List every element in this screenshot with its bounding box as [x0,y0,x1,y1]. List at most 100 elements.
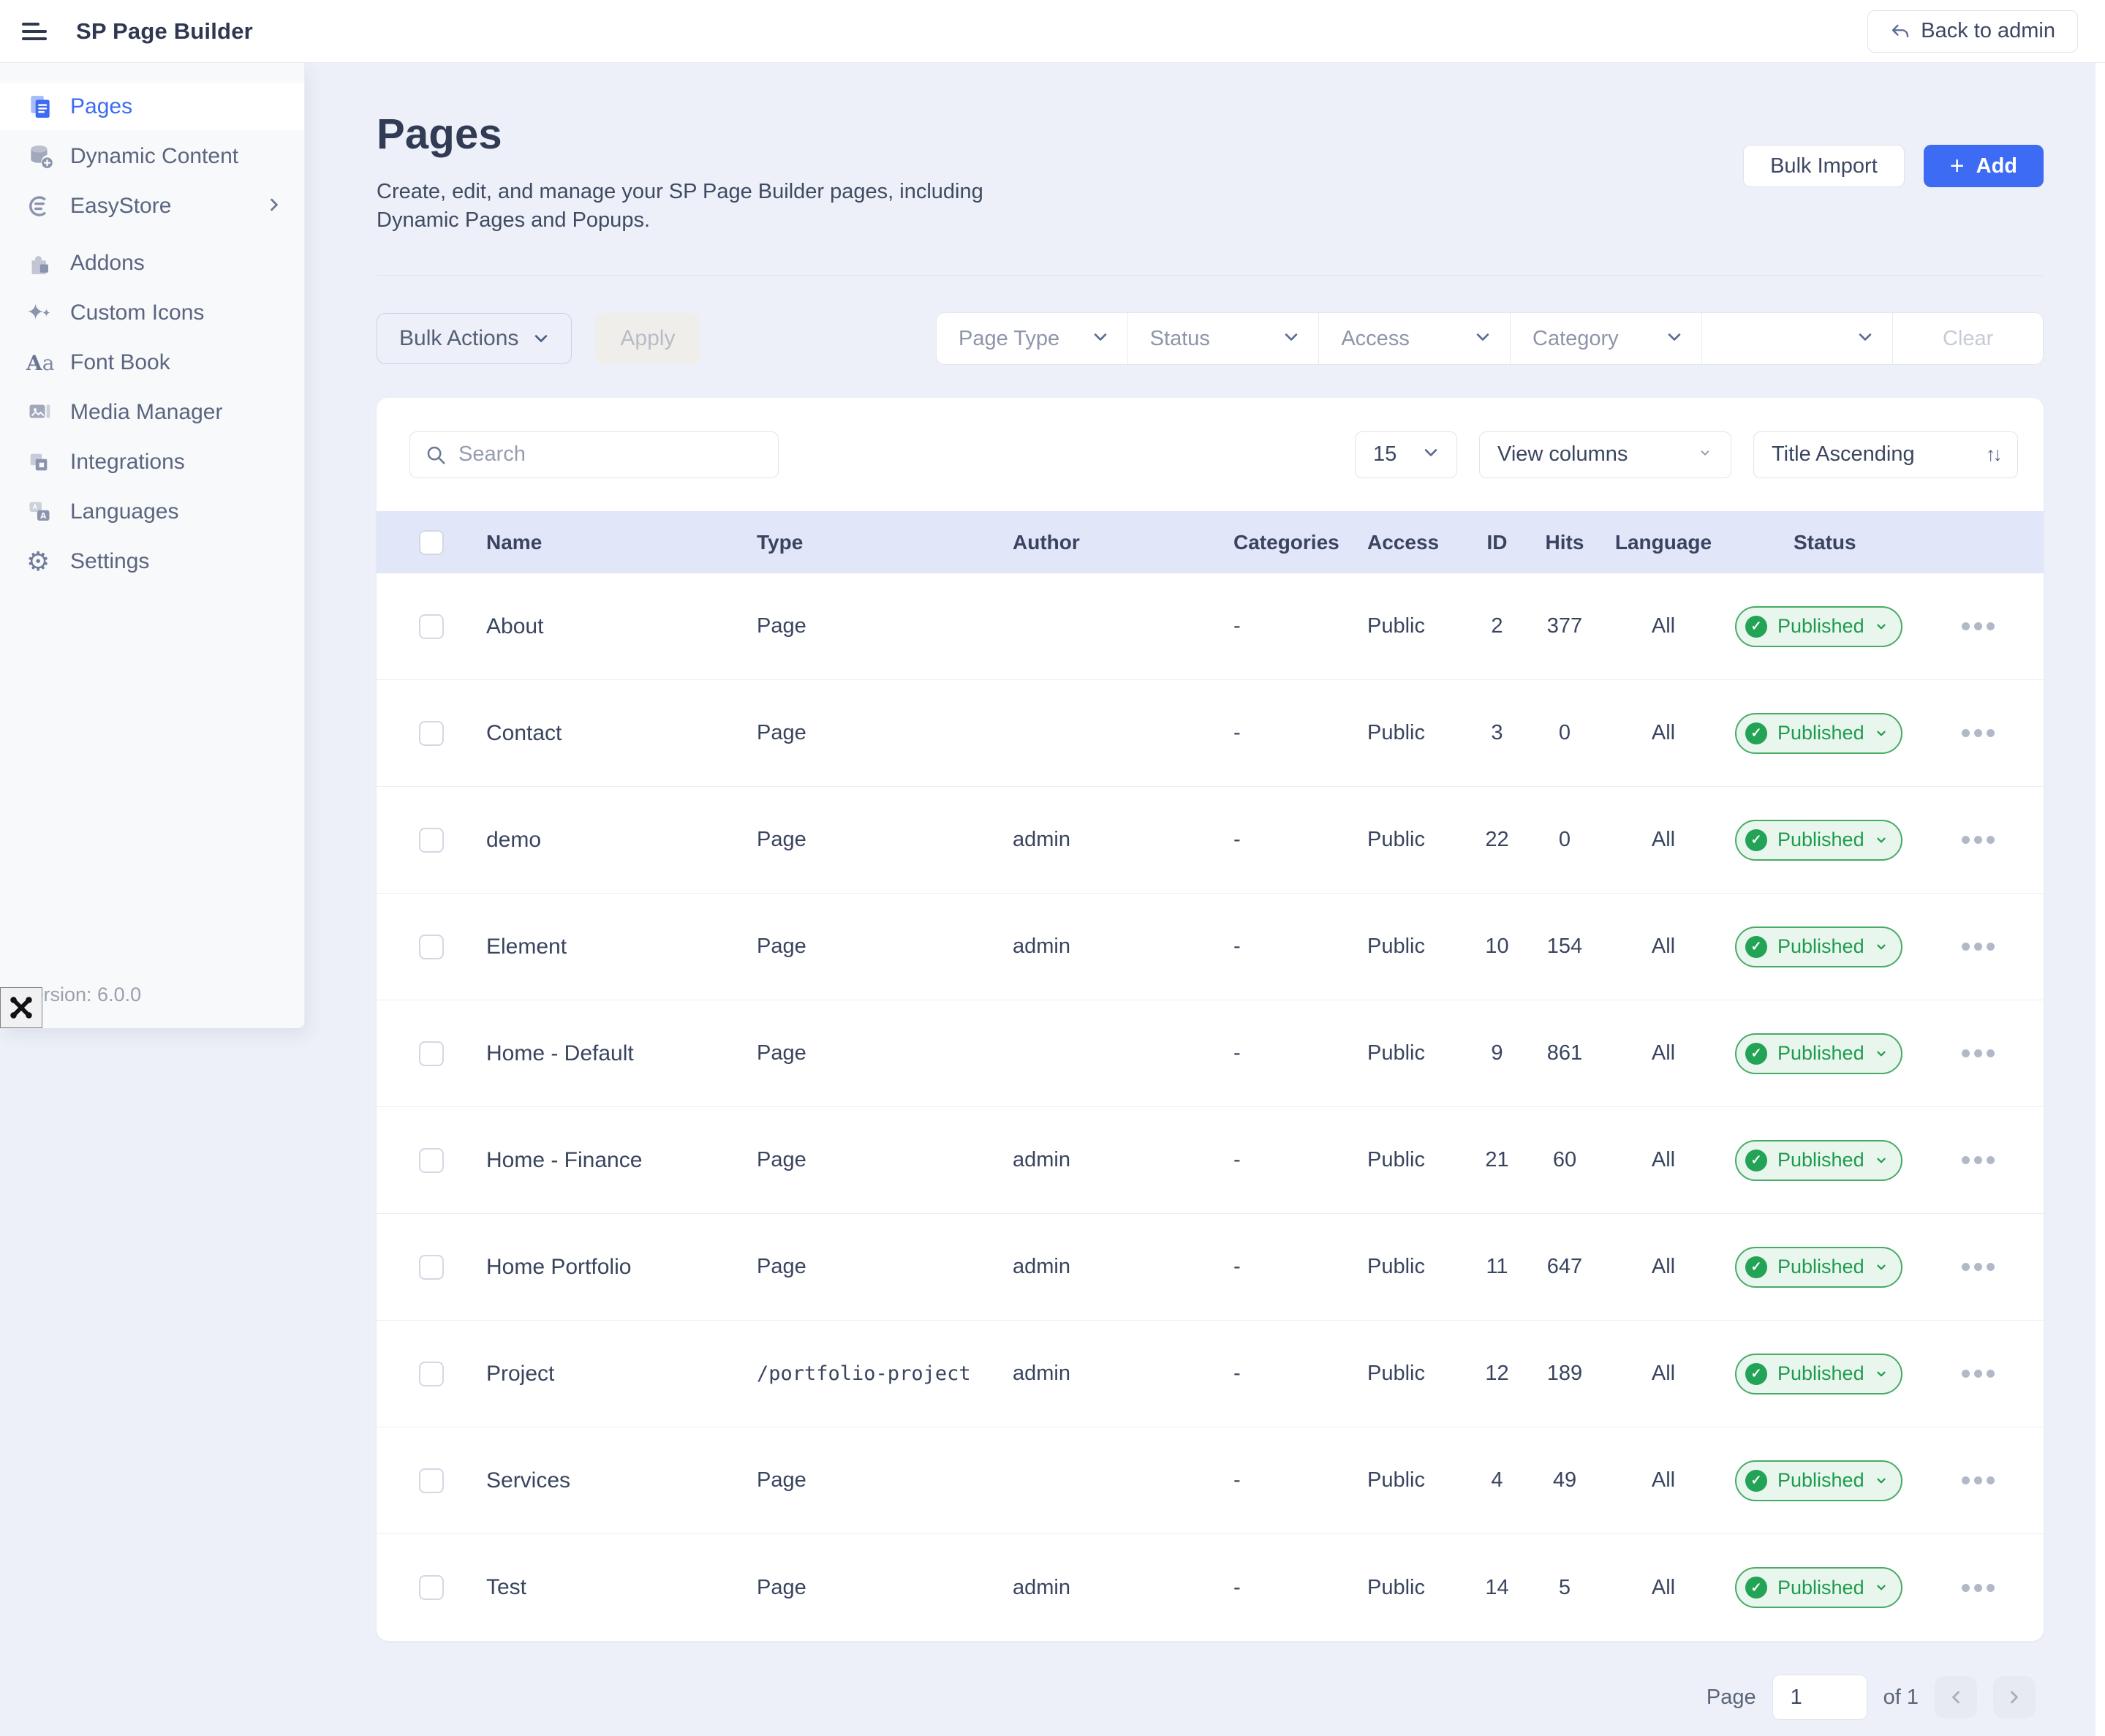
back-to-admin-label: Back to admin [1921,19,2055,43]
sidebar-item-pages[interactable]: Pages [0,83,304,130]
column-header-language[interactable]: Language [1605,531,1722,554]
page-access: Public [1360,1148,1470,1172]
status-badge[interactable]: ✓Published [1735,1033,1902,1074]
font-aa-icon: Aa [26,351,64,375]
page-hits: 189 [1524,1362,1605,1386]
search-box [409,431,779,478]
chevron-down-icon [1875,1367,1888,1381]
status-badge[interactable]: ✓Published [1735,1567,1902,1608]
column-header-type[interactable]: Type [757,531,1013,554]
sidebar-item-dynamic-content[interactable]: Dynamic Content [0,133,304,180]
bulk-import-button[interactable]: Bulk Import [1743,145,1905,187]
page-name-link[interactable]: demo [486,828,757,853]
row-actions-button[interactable] [1954,829,2002,851]
page-name-link[interactable]: Services [486,1468,757,1493]
row-checkbox[interactable] [419,935,444,959]
row-checkbox[interactable] [419,1148,444,1173]
page-hits: 0 [1524,721,1605,745]
sidebar-item-languages[interactable]: A Languages [0,488,304,535]
next-page-button[interactable] [1993,1676,2036,1718]
select-all-checkbox[interactable] [419,530,444,555]
row-actions-button[interactable] [1954,1577,2002,1599]
back-to-admin-button[interactable]: Back to admin [1867,10,2078,53]
column-header-name[interactable]: Name [486,531,757,554]
sidebar: Pages Dynamic Content EasyStore Addons ✦… [0,63,305,1029]
sidebar-item-custom-icons[interactable]: ✦✦ Custom Icons [0,290,304,336]
page-author: admin [1013,828,1225,852]
filter-access[interactable]: Access [1319,313,1511,364]
search-input[interactable] [458,442,763,467]
column-header-hits[interactable]: Hits [1524,531,1605,554]
scrollbar-track[interactable] [2095,63,2105,1736]
clear-filters-button[interactable]: Clear [1893,313,2043,364]
chevron-down-icon [1875,1047,1888,1060]
status-badge[interactable]: ✓Published [1735,1354,1902,1395]
column-header-id[interactable]: ID [1470,531,1524,554]
row-actions-button[interactable] [1954,1042,2002,1065]
page-name-link[interactable]: Element [486,935,757,959]
status-badge[interactable]: ✓Published [1735,713,1902,754]
chevron-down-icon [1875,940,1888,954]
page-number-input[interactable] [1772,1675,1867,1720]
chevron-down-icon [1283,327,1299,351]
view-columns-select[interactable]: View columns [1479,431,1731,478]
row-actions-button[interactable] [1954,722,2002,744]
filter-status[interactable]: Status [1128,313,1320,364]
sidebar-item-addons[interactable]: Addons [0,240,304,287]
filter-extra[interactable] [1702,313,1894,364]
status-badge[interactable]: ✓Published [1735,927,1902,967]
page-language: All [1605,1576,1722,1600]
column-header-categories[interactable]: Categories [1225,531,1360,554]
previous-page-button[interactable] [1935,1676,1977,1718]
filter-category[interactable]: Category [1511,313,1702,364]
status-badge[interactable]: ✓Published [1735,606,1902,647]
page-id: 12 [1470,1362,1524,1386]
filter-page-type[interactable]: Page Type [937,313,1128,364]
row-checkbox[interactable] [419,1041,444,1066]
row-checkbox[interactable] [419,1468,444,1493]
row-actions-button[interactable] [1954,935,2002,958]
row-checkbox[interactable] [419,828,444,853]
menu-toggle-button[interactable] [22,18,47,45]
row-actions-button[interactable] [1954,1362,2002,1385]
status-badge[interactable]: ✓Published [1735,1140,1902,1181]
page-language: All [1605,828,1722,852]
row-actions-button[interactable] [1954,615,2002,638]
row-checkbox[interactable] [419,614,444,639]
page-of-label: of 1 [1883,1686,1919,1710]
page-name-link[interactable]: Contact [486,721,757,746]
row-checkbox[interactable] [419,1575,444,1600]
status-badge[interactable]: ✓Published [1735,1460,1902,1501]
check-circle-icon: ✓ [1745,936,1767,958]
per-page-select[interactable]: 15 [1355,431,1457,478]
table-header-row: Name Type Author Categories Access ID Hi… [377,511,2044,573]
page-name-link[interactable]: Project [486,1362,757,1386]
sort-select[interactable]: Title Ascending ↑↓ [1753,431,2018,478]
page-name-link[interactable]: Home - Default [486,1041,757,1066]
sidebar-item-settings[interactable]: ⚙ Settings [0,538,304,585]
column-header-author[interactable]: Author [1013,531,1225,554]
sidebar-item-media-manager[interactable]: Media Manager [0,389,304,436]
status-badge[interactable]: ✓Published [1735,1247,1902,1288]
sidebar-item-easystore[interactable]: EasyStore [0,183,304,230]
sidebar-item-font-book[interactable]: Aa Font Book [0,339,304,386]
page-name-link[interactable]: Home - Finance [486,1148,757,1173]
column-header-access[interactable]: Access [1360,531,1470,554]
row-checkbox[interactable] [419,721,444,746]
sidebar-item-integrations[interactable]: Integrations [0,439,304,486]
page-name-link[interactable]: Test [486,1575,757,1600]
add-button[interactable]: + Add [1924,145,2044,187]
row-actions-button[interactable] [1954,1469,2002,1492]
row-checkbox[interactable] [419,1255,444,1280]
row-actions-button[interactable] [1954,1149,2002,1171]
page-name-link[interactable]: Home Portfolio [486,1255,757,1280]
column-header-status[interactable]: Status [1722,531,1912,554]
status-badge[interactable]: ✓Published [1735,820,1902,861]
row-checkbox[interactable] [419,1362,444,1386]
apply-button[interactable]: Apply [595,313,700,364]
bulk-actions-dropdown[interactable]: Bulk Actions [377,313,572,364]
chevron-down-icon [1666,327,1682,351]
page-name-link[interactable]: About [486,614,757,639]
row-actions-button[interactable] [1954,1256,2002,1278]
chevron-down-icon [1092,327,1108,351]
